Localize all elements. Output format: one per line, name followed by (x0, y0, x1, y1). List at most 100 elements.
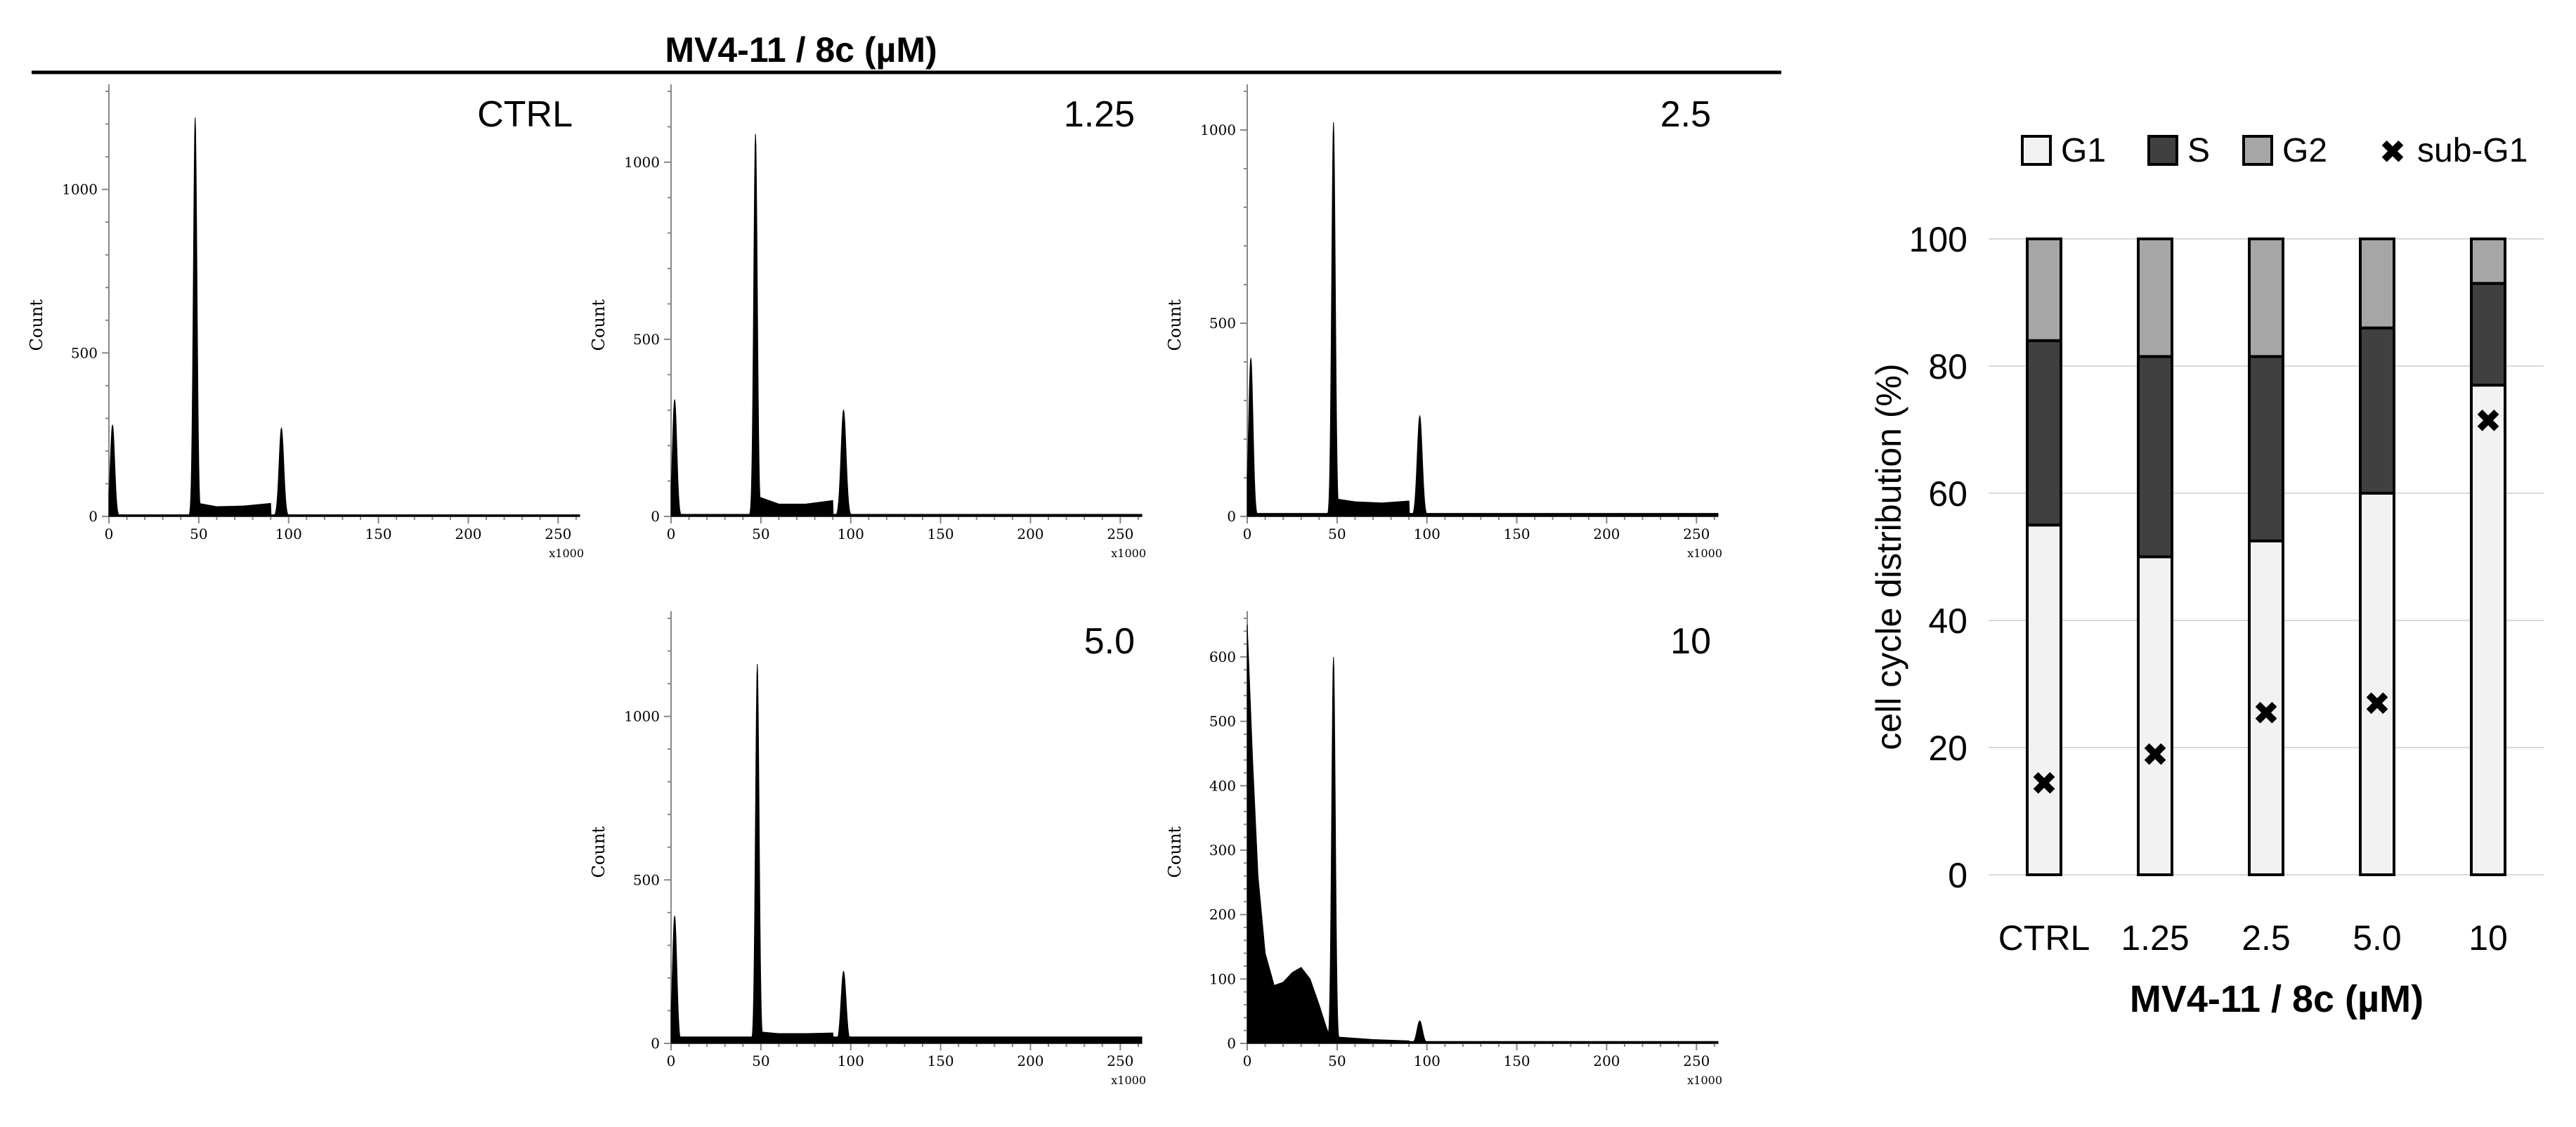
legend-swatch (2147, 135, 2178, 166)
y-tick-label: 1000 (624, 154, 660, 171)
x-axis-unit: x1000 (1687, 1074, 1722, 1087)
x-axis-unit: x1000 (1687, 547, 1722, 560)
y-tick-label: 0 (651, 1035, 660, 1052)
x-tick-label: 100 (275, 526, 302, 542)
y-tick-label: 80 (1928, 347, 1967, 386)
x-tick-label: 10 (2468, 918, 2508, 958)
sub-g1-marker: ✖ (2364, 686, 2391, 722)
x-tick-label: 0 (1243, 526, 1252, 542)
y-tick-label: 500 (71, 344, 98, 361)
y-tick-label: 500 (633, 331, 660, 348)
x-tick-label: 50 (1328, 526, 1346, 542)
x-tick-label: 100 (838, 1053, 864, 1069)
x-tick-label: 100 (1414, 526, 1440, 542)
x-tick-label: 0 (105, 526, 114, 542)
x-tick-label: 150 (365, 526, 391, 542)
y-tick-label: 500 (1209, 713, 1236, 730)
x-tick-label: CTRL (1998, 918, 2090, 958)
x-tick-label: 250 (1683, 1053, 1710, 1069)
x-tick-label: 200 (1593, 1053, 1620, 1069)
y-tick-label: 100 (1909, 220, 1967, 259)
x-tick-label: 150 (1503, 1053, 1530, 1069)
x-tick-label: 250 (1107, 526, 1133, 542)
x-tick-label: 50 (190, 526, 207, 542)
histogram-panel-4: 0 500 1000 0 50 100 150 200 250 x1000 Count 5.0 (589, 611, 1146, 1087)
x-tick-label: 50 (752, 526, 769, 542)
bar-segment-g2 (2470, 237, 2506, 285)
histogram-area (670, 664, 1143, 1044)
legend-label: G2 (2282, 132, 2327, 169)
y-tick-label: 200 (1209, 906, 1236, 923)
y-tick-label: 1000 (62, 181, 98, 198)
y-tick-label: 0 (651, 508, 660, 525)
x-tick-label: 200 (1017, 1053, 1043, 1069)
legend-item-g2: G2 (2242, 132, 2327, 169)
legend-swatch (2021, 135, 2052, 166)
x-tick-label: 250 (1683, 526, 1710, 542)
x-tick-label: 5.0 (2353, 918, 2402, 958)
y-tick-label: 20 (1928, 729, 1967, 768)
histogram-area (1247, 625, 1719, 1044)
bar-segment-g2 (2026, 237, 2062, 342)
bar-segment-g2 (2359, 237, 2395, 330)
panel-label: 10 (1670, 621, 1711, 662)
y-axis-label: Count (589, 826, 609, 878)
x-tick-label: 200 (455, 526, 481, 542)
histogram-area (108, 117, 580, 517)
x-tick-label: 150 (927, 526, 954, 542)
x-tick-label: 0 (667, 526, 676, 542)
panel-label: 5.0 (1084, 621, 1135, 662)
y-tick-label: 500 (633, 871, 660, 888)
histogram-panel-1: 0 500 1000 0 50 100 150 200 250 x1000 Count CTRL (27, 84, 584, 560)
x-axis-unit: x1000 (1111, 547, 1146, 560)
y-tick-label: 600 (1209, 649, 1236, 665)
x-axis-unit: x1000 (549, 547, 584, 560)
bar-segment-s (2359, 326, 2395, 495)
legend-marker: ✖ (2379, 133, 2407, 170)
x-tick-label: 150 (1503, 526, 1530, 542)
y-tick-label: 0 (1948, 856, 1967, 895)
sub-g1-marker: ✖ (2142, 736, 2169, 773)
panel-label: CTRL (477, 94, 573, 135)
bar-segment-g2 (2248, 237, 2284, 358)
x-tick-label: 0 (667, 1053, 676, 1069)
legend-item-g1: G1 (2021, 132, 2106, 169)
x-tick-label: 200 (1593, 526, 1620, 542)
histogram-area (1247, 122, 1719, 517)
legend-label: G1 (2061, 132, 2106, 169)
panel-label: 2.5 (1660, 94, 1711, 135)
x-tick-label: 100 (1414, 1053, 1440, 1069)
legend-item-sub-g1: ✖ sub-G1 (2379, 132, 2528, 170)
x-tick-label: 1.25 (2121, 918, 2189, 958)
x-axis-unit: x1000 (1111, 1074, 1146, 1087)
x-tick-label: 100 (838, 526, 864, 542)
x-tick-label: 0 (1243, 1053, 1252, 1069)
bar-segment-g1 (2248, 539, 2284, 876)
legend-label: S (2187, 132, 2210, 169)
legend-item-s: S (2147, 132, 2210, 169)
y-tick-label: 1000 (624, 708, 660, 725)
x-tick-label: 250 (545, 526, 571, 542)
x-tick-label: 250 (1107, 1053, 1133, 1069)
bar-segment-g1 (2137, 555, 2173, 876)
bar-segment-s (2137, 355, 2173, 559)
bar-segment-g1 (2359, 492, 2395, 876)
bar-segment-s (2470, 282, 2506, 387)
x-tick-label: 2.5 (2242, 918, 2291, 958)
histogram-panel-2: 0 500 1000 0 50 100 150 200 250 x1000 Count 1.25 (589, 84, 1146, 560)
x-tick-label: 200 (1017, 526, 1043, 542)
bar-segment-g1 (2026, 523, 2062, 876)
bar-segment-s (2248, 355, 2284, 542)
y-axis-label: Count (1165, 299, 1185, 351)
y-tick-label: 40 (1928, 601, 1967, 641)
y-tick-label: 1000 (1200, 122, 1236, 138)
legend-swatch (2242, 135, 2273, 166)
x-tick-label: 50 (1328, 1053, 1346, 1069)
x-tick-label: 150 (927, 1053, 954, 1069)
y-tick-label: 0 (1227, 1035, 1236, 1052)
y-tick-label: 0 (89, 508, 98, 525)
sub-g1-marker: ✖ (2475, 403, 2502, 439)
legend-label: sub-G1 (2417, 132, 2528, 169)
